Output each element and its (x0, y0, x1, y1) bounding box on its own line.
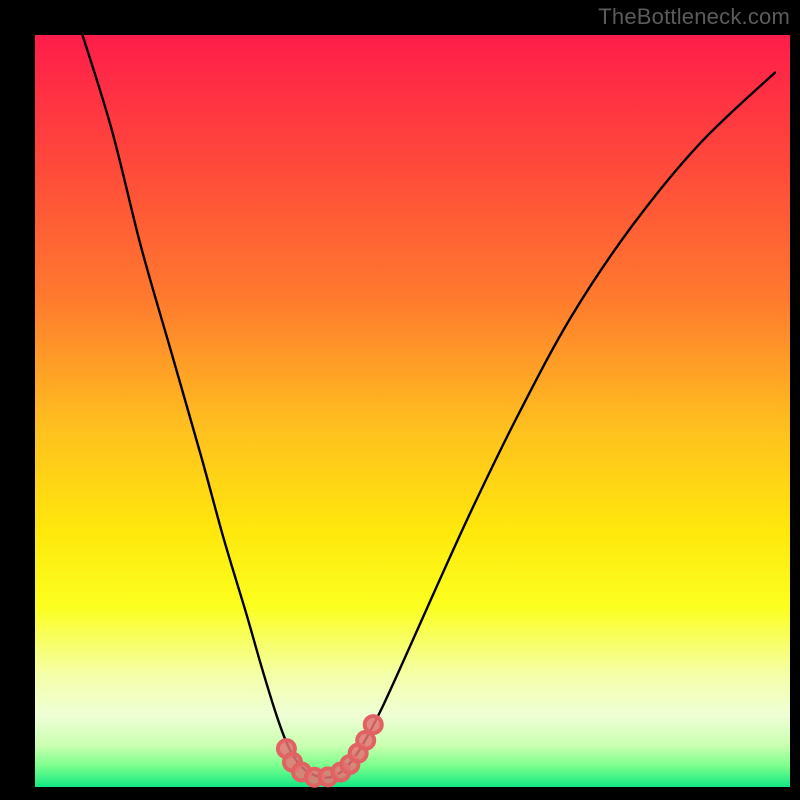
chart-gradient-bg (35, 35, 790, 787)
bottleneck-chart (0, 0, 800, 800)
watermark-text: TheBottleneck.com (598, 4, 790, 30)
curve-marker (365, 716, 382, 733)
